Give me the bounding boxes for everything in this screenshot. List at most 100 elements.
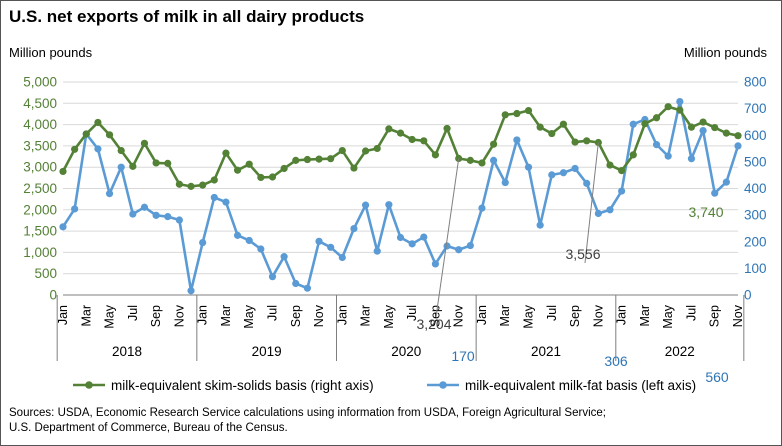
skim-solids-data-point [629,151,637,159]
month-tick-label: Sep [568,305,582,327]
year-label: 2018 [112,344,142,359]
skim-solids-data-point [210,176,218,184]
skim-solids-data-point [431,151,440,159]
milk-fat-data-point [94,145,102,153]
milk-fat-data-point [408,240,416,248]
skim-solids-data-point [94,118,102,127]
annotation-label: 3,556 [565,246,600,262]
skim-solids-data-point [129,162,137,170]
skim-solids-data-point [82,130,90,138]
annotation-label: 170 [451,348,475,364]
skim-solids-data-point [443,124,451,133]
skim-solids-data-point [257,173,265,182]
skim-solids-data-point [292,156,300,164]
milk-fat-data-point [303,284,311,292]
milk-fat-data-point [583,179,591,187]
skim-solids-series-line [61,105,739,188]
skim-solids-data-point [641,120,649,128]
milk-fat-data-point [513,136,521,144]
milk-fat-data-point [175,216,183,224]
skim-solids-data-point [676,106,684,114]
skim-solids-data-point [606,161,614,169]
year-label: 2020 [391,344,421,359]
right-tick-label: 300 [744,208,767,223]
milk-fat-data-point [233,231,242,239]
month-tick-label: Nov [591,304,605,327]
skim-solids-data-point [361,147,370,155]
legend-skim-solids-label: milk-equivalent skim-solids basis (right… [111,378,374,393]
left-tick-label: 2,000 [23,202,57,217]
year-label: 2019 [252,344,282,359]
legend-milk-fat-label: milk-equivalent milk-fat basis (left axi… [465,378,696,393]
milk-fat-data-point [222,198,230,206]
month-tick-label: Sep [289,305,303,327]
skim-solids-data-point [466,156,474,164]
right-tick-label: 500 [744,154,767,169]
skim-solids-data-point [164,159,172,167]
left-tick-label: 1,500 [23,224,57,239]
skim-solids-data-point [524,106,533,115]
skim-solids-data-point [175,180,183,188]
year-label: 2022 [665,344,695,359]
milk-fat-data-point [559,169,568,177]
annotation-label: 3,204 [416,316,451,332]
line-chart: 0 500 1,000 1,500 2,000 2,500 3,000 3,500 4,000 4… [23,75,767,394]
month-tick-label: Nov [312,304,326,327]
skim-solids-data-point [536,123,544,131]
milk-fat-data-point [524,163,533,171]
milk-fat-data-point [420,233,428,241]
year-label: 2021 [531,344,561,359]
month-tick-label: Jan [56,305,70,325]
skim-solids-data-point [571,138,579,146]
month-tick-label: Mar [498,305,512,327]
skim-solids-data-point [245,160,253,168]
right-tick-label: 600 [744,128,767,143]
left-tick-label: 1,000 [23,245,57,260]
month-tick-label: Sep [428,305,442,327]
chart-title: U.S. net exports of milk in all dairy pr… [9,7,365,26]
milk-fat-data-point [571,164,579,173]
skim-solids-data-point [664,103,672,111]
milk-fat-data-point [280,253,288,261]
milk-fat-data-point [373,247,381,255]
skim-solids-data-point [303,155,311,164]
month-tick-label: Jul [405,305,419,321]
skim-solids-data-point [734,132,742,140]
milk-fat-data-point [734,142,742,150]
milk-fat-data-point [292,279,300,288]
annotation-leader [584,142,599,264]
month-tick-label: Nov [731,304,745,327]
annotation-label: 560 [705,369,729,385]
milk-fat-data-point [652,141,661,149]
skim-solids-data-point [652,114,661,122]
left-tick-label: 0 [49,288,57,303]
legend-skim-solids-marker [85,381,93,389]
skim-solids-data-point [385,125,393,133]
milk-fat-data-point [676,97,684,106]
skim-solids-data-point [548,129,556,138]
month-tick-label: Sep [708,305,722,327]
skim-solids-data-point [280,164,288,173]
annotation-label: 306 [604,353,628,369]
annotation-label: 3,740 [688,204,723,220]
skim-solids-data-point [222,149,230,157]
milk-fat-data-point [210,193,218,202]
milk-fat-data-point [664,152,672,160]
milk-fat-data-point [71,205,79,213]
skim-solids-data-point [117,146,125,155]
month-tick-label: Sep [149,305,163,327]
month-tick-label: May [522,304,536,328]
legend-milk-fat-marker [439,381,447,389]
skim-solids-data-point [711,123,719,132]
month-tick-label: Jul [126,305,140,321]
milk-fat-data-point [152,211,160,219]
milk-fat-data-point [257,245,265,253]
milk-fat-data-point [361,201,370,209]
month-tick-label: Mar [359,305,373,327]
milk-fat-data-point [711,189,719,197]
month-tick-label: Jul [545,305,559,321]
right-axis-label: Million pounds [683,45,767,60]
month-tick-label: Jul [684,305,698,321]
source-line-1: Sources: USDA, Economic Research Service… [9,407,606,419]
